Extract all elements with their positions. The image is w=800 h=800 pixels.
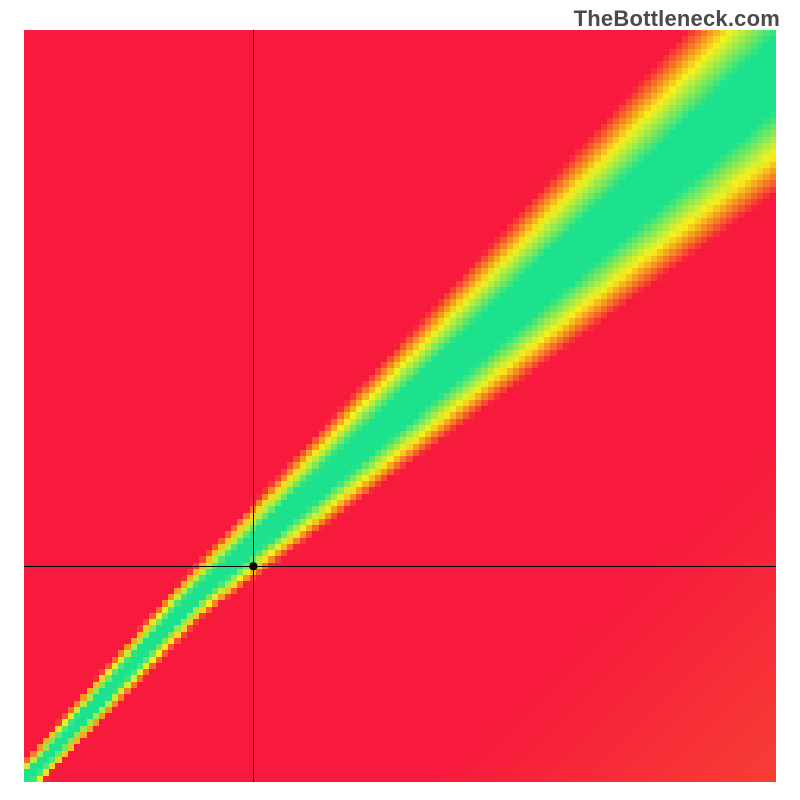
heatmap-canvas <box>24 30 776 782</box>
plot-area <box>24 30 776 782</box>
watermark-text: TheBottleneck.com <box>574 6 780 32</box>
chart-container: TheBottleneck.com <box>0 0 800 800</box>
